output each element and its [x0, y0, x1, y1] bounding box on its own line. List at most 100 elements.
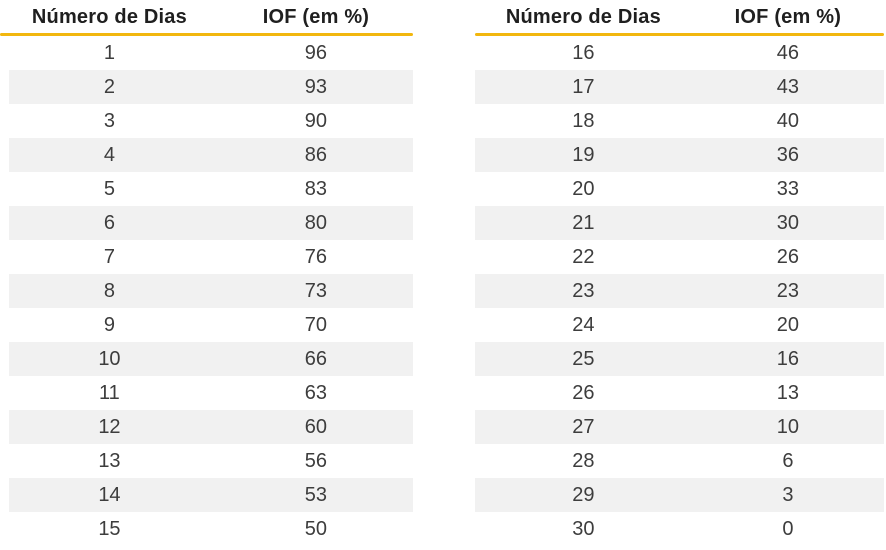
days-cell: 19: [572, 143, 595, 166]
header-underline: [0, 33, 413, 36]
iof-cell: 13: [776, 381, 799, 404]
days-cell: 12: [98, 415, 121, 438]
column-header-iof: IOF (em %): [262, 6, 370, 28]
iof-cell: 36: [776, 143, 799, 166]
days-cell: 30: [572, 517, 595, 540]
days-cell: 27: [572, 415, 595, 438]
iof-cell: 20: [776, 313, 799, 336]
table-row: 14 53: [0, 478, 413, 512]
iof-cell: 40: [776, 109, 799, 132]
table-row: 21 30: [475, 206, 884, 240]
days-cell: 18: [572, 109, 595, 132]
iof-cell: 53: [304, 483, 328, 506]
column-header-days: Número de Dias: [31, 6, 187, 28]
table-row: 4 86: [0, 138, 413, 172]
days-cell: 21: [572, 211, 595, 234]
days-cell: 25: [572, 347, 595, 370]
iof-cell: 0: [782, 517, 794, 540]
iof-cell: 83: [304, 177, 328, 200]
iof-cell: 33: [776, 177, 799, 200]
days-cell: 4: [103, 143, 115, 166]
iof-cell: 56: [304, 449, 328, 472]
days-cell: 29: [572, 483, 595, 506]
table-body: 1 96 2 93 3 90 4 86 5 83 6 80 7 76 8 73 …: [0, 36, 413, 546]
days-cell: 24: [572, 313, 595, 336]
days-cell: 23: [572, 279, 595, 302]
table-row: 20 33: [475, 172, 884, 206]
table-row: 10 66: [0, 342, 413, 376]
iof-cell: 80: [304, 211, 328, 234]
days-cell: 1: [103, 41, 115, 64]
table-row: 23 23: [475, 274, 884, 308]
column-header-days: Número de Dias: [505, 6, 661, 28]
table-row: 30 0: [475, 512, 884, 546]
days-cell: 8: [103, 279, 115, 302]
table-row: 6 80: [0, 206, 413, 240]
iof-table-days-16-30: Número de Dias IOF (em %) 16 46 17 43 18…: [475, 2, 884, 546]
days-cell: 2: [103, 75, 115, 98]
iof-cell: 73: [304, 279, 328, 302]
iof-cell: 10: [776, 415, 799, 438]
table-row: 27 10: [475, 410, 884, 444]
iof-cell: 66: [304, 347, 328, 370]
table-row: 3 90: [0, 104, 413, 138]
days-cell: 11: [99, 381, 120, 404]
iof-cell: 3: [782, 483, 794, 506]
days-cell: 9: [103, 313, 115, 336]
iof-cell: 23: [776, 279, 799, 302]
header-underline: [475, 33, 884, 36]
table-row: 15 50: [0, 512, 413, 546]
iof-cell: 96: [304, 41, 328, 64]
table-row: 18 40: [475, 104, 884, 138]
days-cell: 15: [98, 517, 121, 540]
table-row: 24 20: [475, 308, 884, 342]
table-body: 16 46 17 43 18 40 19 36 20 33 21 30 22 2…: [475, 36, 884, 546]
table-row: 9 70: [0, 308, 413, 342]
table-row: 12 60: [0, 410, 413, 444]
iof-cell: 43: [776, 75, 799, 98]
table-row: 5 83: [0, 172, 413, 206]
iof-cell: 76: [304, 245, 328, 268]
days-cell: 16: [572, 41, 595, 64]
table-row: 17 43: [475, 70, 884, 104]
days-cell: 20: [572, 177, 595, 200]
table-row: 8 73: [0, 274, 413, 308]
days-cell: 10: [98, 347, 121, 370]
table-row: 7 76: [0, 240, 413, 274]
iof-cell: 26: [776, 245, 799, 268]
table-header-row: Número de Dias IOF (em %): [0, 2, 413, 33]
iof-cell: 90: [304, 109, 328, 132]
table-row: 22 26: [475, 240, 884, 274]
column-header-iof: IOF (em %): [734, 6, 842, 28]
iof-table-days-1-15: Número de Dias IOF (em %) 1 96 2 93 3 90…: [0, 2, 413, 546]
table-row: 11 63: [0, 376, 413, 410]
iof-cell: 46: [776, 41, 799, 64]
iof-cell: 93: [304, 75, 328, 98]
iof-cell: 30: [776, 211, 799, 234]
table-row: 1 96: [0, 36, 413, 70]
days-cell: 13: [98, 449, 121, 472]
table-row: 19 36: [475, 138, 884, 172]
iof-cell: 63: [304, 381, 328, 404]
days-cell: 17: [572, 75, 595, 98]
days-cell: 22: [572, 245, 595, 268]
days-cell: 14: [98, 483, 121, 506]
days-cell: 28: [572, 449, 595, 472]
table-row: 2 93: [0, 70, 413, 104]
table-header-row: Número de Dias IOF (em %): [475, 2, 884, 33]
days-cell: 3: [103, 109, 115, 132]
table-row: 16 46: [475, 36, 884, 70]
table-row: 13 56: [0, 444, 413, 478]
days-cell: 26: [572, 381, 595, 404]
days-cell: 5: [103, 177, 115, 200]
iof-cell: 16: [776, 347, 799, 370]
table-row: 25 16: [475, 342, 884, 376]
iof-cell: 86: [304, 143, 328, 166]
table-row: 28 6: [475, 444, 884, 478]
iof-cell: 60: [304, 415, 328, 438]
days-cell: 6: [103, 211, 115, 234]
iof-cell: 6: [782, 449, 794, 472]
days-cell: 7: [103, 245, 115, 268]
table-row: 29 3: [475, 478, 884, 512]
